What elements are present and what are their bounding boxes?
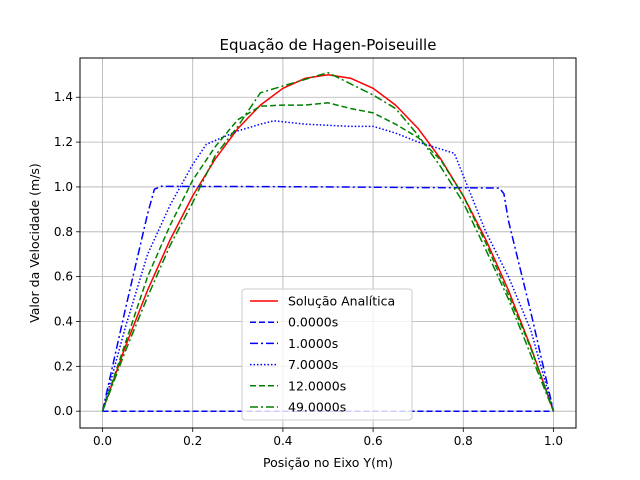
legend-label-2: 0.0000s [288,315,338,330]
legend-items: Solução Analítica 0.0000s 1.0000s 7.0000s 12… [250,294,395,415]
y-tick-label: 0.8 [54,225,73,239]
grid [80,58,576,428]
series-group [101,71,555,412]
y-axis-label: Valor da Velocidade (m/s) [27,163,42,323]
x-tick-label: 0.8 [454,434,473,448]
legend-label-6: 49.0000s [288,400,346,415]
ticks: 0.0 0.2 0.4 0.6 0.8 1.0 0.0 0.2 0.4 0.6 0.8 1.0 1.2 1… [54,90,563,448]
legend-label-4: 7.0000s [288,357,338,372]
chart-title: Equação de Hagen-Poiseuille [220,36,437,54]
series-line-6 [101,71,555,412]
legend-label-3: 1.0000s [288,336,338,351]
y-tick-label: 1.0 [54,180,73,194]
x-tick-label: 0.6 [364,434,383,448]
y-tick-label: 0.6 [54,270,73,284]
legend: Solução Analítica 0.0000s 1.0000s 7.0000s 12… [241,288,413,421]
series-line-5 [101,102,555,412]
y-tick-label: 0.4 [54,314,73,328]
x-tick-label: 0.4 [273,434,292,448]
legend-label-1: Solução Analítica [288,294,395,309]
y-tick-label: 1.4 [54,90,73,104]
series-line-4 [101,120,555,412]
y-tick-label: 1.2 [54,135,73,149]
legend-label-5: 12.0000s [288,378,346,393]
series-line-3 [101,185,555,412]
y-tick-label: 0.0 [54,404,73,418]
series-line-1 [101,74,555,412]
x-axis-label: Posição no Eixo Y(m) [263,455,393,470]
x-tick-label: 0.0 [93,434,112,448]
legend-box [241,288,413,421]
plot-frame [79,57,577,429]
x-tick-label: 1.0 [544,434,563,448]
x-tick-label: 0.2 [183,434,202,448]
y-tick-label: 0.2 [54,359,73,373]
